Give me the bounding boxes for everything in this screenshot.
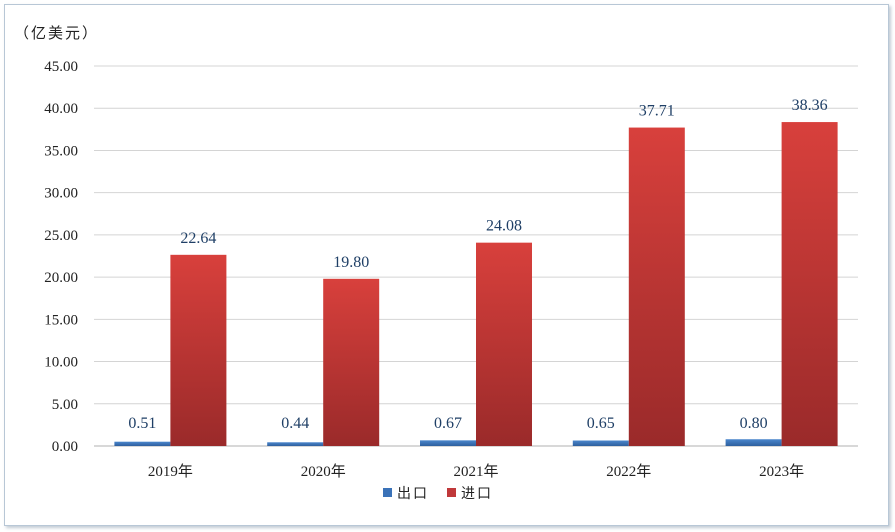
y-tick-label: 40.00 [44, 101, 78, 117]
data-label: 22.64 [180, 230, 216, 247]
bars [114, 122, 838, 447]
y-tick-label: 25.00 [44, 228, 78, 244]
data-label: 0.51 [128, 415, 156, 432]
bar-进口-2023年 [781, 122, 838, 447]
legend-label: 出口 [397, 486, 429, 502]
y-tick-label: 20.00 [44, 270, 78, 286]
bar-出口-2021年 [420, 440, 476, 446]
data-label: 19.80 [333, 254, 369, 271]
data-label: 0.44 [281, 415, 309, 432]
y-tick-label: 0.00 [52, 439, 78, 455]
bar-进口-2021年 [476, 242, 532, 446]
bar-进口-2020年 [323, 278, 380, 446]
y-tick-label: 30.00 [44, 186, 78, 202]
x-category-label: 2020年 [301, 463, 346, 480]
chart-frame [4, 4, 889, 526]
data-label: 37.71 [639, 103, 675, 120]
x-category-label: 2022年 [606, 463, 651, 480]
y-axis-unit-label: （亿美元） [14, 24, 99, 42]
bar-出口-2022年 [572, 440, 629, 446]
x-category-label: 2023年 [759, 463, 804, 480]
bar-出口-2019年 [114, 441, 171, 446]
bar-出口-2020年 [267, 442, 324, 446]
data-label: 0.67 [434, 415, 462, 432]
y-tick-label: 15.00 [44, 312, 78, 328]
x-category-label: 2021年 [453, 463, 498, 480]
data-label: 0.65 [587, 415, 615, 432]
y-tick-label: 45.00 [44, 59, 78, 75]
bar-进口-2022年 [628, 127, 685, 446]
y-axis-ticks: 0.00 5.00 10.00 15.00 20.00 25.00 30.00 35.00 40… [44, 59, 78, 455]
bar-出口-2023年 [725, 439, 782, 446]
y-tick-label: 5.00 [52, 397, 78, 413]
legend: 出口 进口 [383, 486, 493, 502]
legend-swatch [383, 488, 392, 497]
data-labels: 0.51 22.64 0.44 19.80 0.67 24.08 0.65 37.71 0.80… [128, 97, 827, 432]
data-label: 24.08 [486, 218, 522, 235]
data-label: 0.80 [740, 415, 768, 432]
x-axis-categories: 2019年 2020年 2021年 2022年 2023年 [148, 463, 804, 480]
x-category-label: 2019年 [148, 463, 193, 480]
data-label: 38.36 [792, 97, 828, 114]
y-tick-label: 10.00 [44, 355, 78, 371]
bar-进口-2019年 [170, 254, 227, 446]
legend-swatch [447, 488, 456, 497]
y-tick-label: 35.00 [44, 143, 78, 159]
legend-label: 进口 [461, 486, 493, 502]
